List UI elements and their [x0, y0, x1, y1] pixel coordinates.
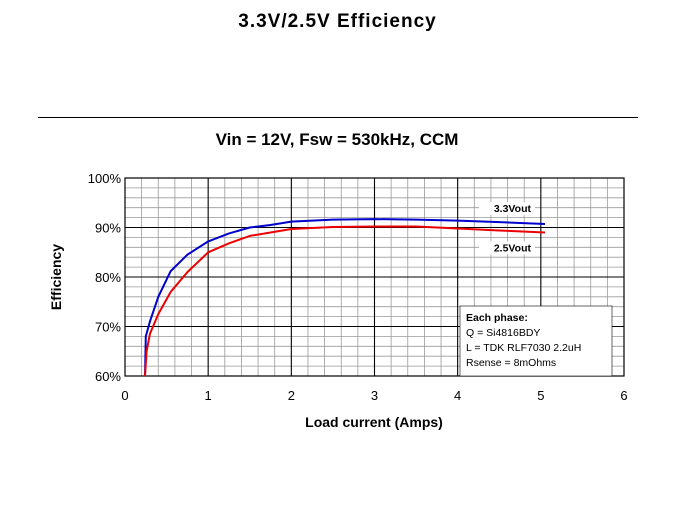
y-tick-label: 100% [88, 171, 122, 186]
annotation-line: Rsense = 8mOhms [466, 357, 556, 369]
series-label-bg [478, 241, 535, 255]
chart-series: 3.3Vout 2.5Vout [144, 202, 546, 377]
y-tick-label: 90% [95, 221, 121, 236]
annotation-line: L = TDK RLF7030 2.2uH [466, 342, 581, 354]
axis-ticks: 0 1 2 3 4 5 6 60% 70% 80% 90% 100% [88, 171, 628, 403]
series-line-2.5vout [144, 225, 546, 377]
title-divider [38, 117, 638, 118]
x-tick-label: 2 [288, 388, 295, 403]
plot-frame [124, 177, 625, 377]
y-tick-label: 70% [95, 320, 121, 335]
series-line-3.3vout [144, 218, 546, 377]
annotation-frame [459, 305, 613, 377]
annotation-line: Q = Si4816BDY [466, 327, 540, 339]
series-label-bg [478, 202, 535, 216]
series-label-2.5vout: 2.5Vout [494, 242, 532, 254]
x-axis-label: Load current (Amps) [305, 414, 443, 430]
x-tick-label: 0 [121, 388, 128, 403]
x-tick-label: 1 [205, 388, 212, 403]
y-tick-label: 60% [95, 369, 121, 384]
y-tick-label: 80% [95, 270, 121, 285]
slide-title: 3.3V/2.5V Efficiency [238, 11, 437, 32]
y-axis-label: Efficiency [48, 244, 64, 310]
chart-title: Vin = 12V, Fsw = 530kHz, CCM [216, 130, 459, 149]
annotation-box: Each phase: Q = Si4816BDY L = TDK RLF7030 … [459, 305, 613, 377]
x-tick-label: 4 [454, 388, 461, 403]
x-tick-label: 6 [620, 388, 627, 403]
series-label-3.3vout: 3.3Vout [494, 203, 532, 215]
x-tick-label: 3 [371, 388, 378, 403]
annotation-line: Each phase: [466, 312, 528, 324]
x-tick-label: 5 [537, 388, 544, 403]
